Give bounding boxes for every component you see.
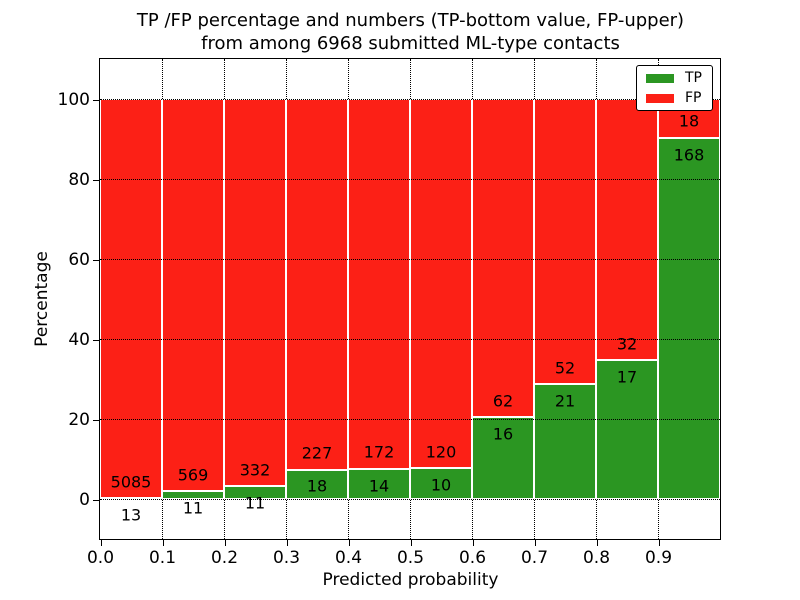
- bar-tp-segment: [658, 137, 720, 499]
- legend-item-fp: FP: [646, 90, 702, 106]
- bar-tp-segment: [596, 360, 658, 499]
- plot-area: TP FP 5085 13 569 11 332 11 227 18 172 14 120 10 62 16…: [99, 58, 721, 540]
- fp-count-label: 332: [239, 460, 271, 480]
- legend-swatch-tp: [646, 73, 674, 83]
- tp-count-label: 21: [554, 391, 576, 411]
- bar-tp-segment: [410, 468, 472, 499]
- y-tick-label: 0: [79, 489, 90, 510]
- y-tick: [93, 419, 99, 421]
- fp-count-label: 18: [678, 111, 700, 131]
- fp-count-label: 5085: [110, 472, 152, 492]
- x-axis-label: Predicted probability: [322, 570, 499, 590]
- y-gridline: [100, 499, 720, 500]
- y-gridline: [100, 339, 720, 340]
- y-tick-label: 20: [68, 409, 90, 430]
- x-tick: [534, 539, 536, 546]
- y-tick-label: 100: [57, 89, 90, 110]
- x-tick-label: 0.3: [272, 548, 301, 568]
- tp-count-label: 10: [430, 475, 452, 495]
- bar-fp-segment: [348, 99, 410, 469]
- x-tick-label: 0.5: [396, 548, 425, 568]
- legend-item-tp: TP: [646, 70, 702, 86]
- fp-count-label: 52: [554, 358, 576, 378]
- x-tick-label: 0.1: [148, 548, 177, 568]
- y-tick-label: 40: [68, 329, 90, 350]
- fp-count-label: 227: [301, 443, 333, 463]
- legend-label: FP: [685, 90, 702, 106]
- y-gridline: [100, 419, 720, 420]
- legend: TP FP: [636, 65, 713, 111]
- bar-fp-segment: [596, 99, 658, 361]
- tp-count-label: 13: [120, 505, 142, 525]
- y-gridline: [100, 99, 720, 100]
- bar-fp-segment: [286, 99, 348, 470]
- bar-tp-segment: [162, 491, 224, 499]
- y-tick-label: 60: [68, 249, 90, 270]
- tp-count-label: 168: [673, 145, 705, 164]
- tp-count-label: 11: [182, 498, 204, 518]
- chart-title-line1: TP /FP percentage and numbers (TP-bottom…: [136, 10, 685, 31]
- x-tick-label: 0.6: [458, 548, 487, 568]
- tp-count-label: 14: [368, 476, 390, 496]
- fp-count-label: 120: [425, 442, 457, 462]
- y-tick: [93, 99, 99, 101]
- bar-tp-segment: [534, 383, 596, 499]
- tp-count-label: 18: [306, 476, 328, 496]
- y-tick: [93, 179, 99, 181]
- x-tick: [348, 539, 350, 546]
- x-tick: [472, 539, 474, 546]
- y-gridline: [100, 179, 720, 180]
- x-tick-label: 0.7: [520, 548, 549, 568]
- fp-count-label: 62: [492, 391, 514, 411]
- legend-label: TP: [685, 70, 702, 86]
- bar-fp-segment: [224, 99, 286, 487]
- bar-tp-segment: [286, 469, 348, 499]
- x-tick: [596, 539, 598, 546]
- bar-fp-segment: [162, 99, 224, 492]
- fp-count-label: 172: [363, 442, 395, 462]
- x-tick-label: 0.2: [210, 548, 239, 568]
- chart-title-line2: from among 6968 submitted ML-type contac…: [201, 33, 620, 54]
- y-tick: [93, 499, 99, 501]
- x-tick-label: 0.0: [86, 548, 115, 568]
- x-tick: [224, 539, 226, 546]
- fp-count-label: 569: [177, 465, 209, 485]
- legend-swatch-fp: [646, 93, 674, 103]
- bar-tp-segment: [348, 468, 410, 499]
- x-tick: [100, 539, 102, 546]
- bar-fp-segment: [534, 99, 596, 384]
- x-tick-label: 0.8: [582, 548, 611, 568]
- tp-count-label: 11: [244, 493, 266, 513]
- tp-count-label: 17: [616, 367, 638, 387]
- x-tick: [658, 539, 660, 546]
- y-gridline: [100, 259, 720, 260]
- x-tick: [286, 539, 288, 546]
- tp-count-label: 16: [492, 424, 514, 444]
- y-tick: [93, 259, 99, 261]
- y-tick: [93, 339, 99, 341]
- x-tick-label: 0.9: [644, 548, 673, 568]
- x-tick: [410, 539, 412, 546]
- bar-tp-segment: [224, 486, 286, 499]
- x-tick-label: 0.4: [334, 548, 363, 568]
- fp-count-label: 32: [616, 334, 638, 354]
- x-tick: [162, 539, 164, 546]
- bar-fp-segment: [410, 99, 472, 469]
- bar-fp-segment: [100, 99, 162, 498]
- y-tick-label: 80: [68, 169, 90, 190]
- bar-fp-segment: [472, 99, 534, 417]
- chart-title: TP /FP percentage and numbers (TP-bottom…: [89, 9, 732, 55]
- bar-tp-segment: [472, 416, 534, 499]
